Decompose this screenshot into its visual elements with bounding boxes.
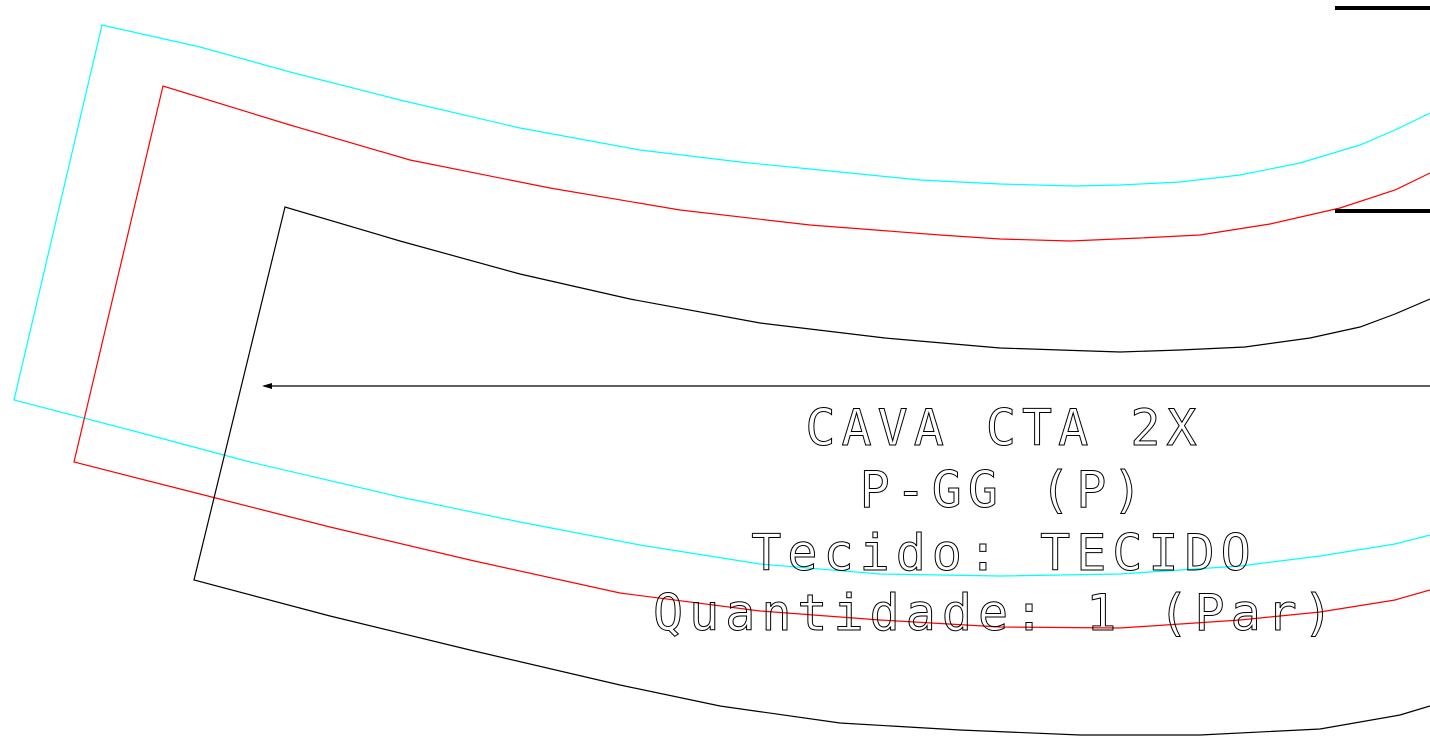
label-line-sizes: P-GG (P) <box>860 461 1149 519</box>
pattern-label: CAVA CTA 2X P-GG (P) Tecido: TECIDO Quan… <box>653 399 1339 643</box>
inner-black-outline <box>193 206 1430 736</box>
middle-red-outline <box>73 85 1430 629</box>
label-line-fabric: Tecido: TECIDO <box>751 524 1256 582</box>
outer-cyan-outline <box>13 24 1430 577</box>
grain-line-arrowhead <box>262 383 272 389</box>
label-line-quantity: Quantidade: 1 (Par) <box>653 584 1339 642</box>
label-line-piece-name: CAVA CTA 2X <box>805 399 1202 457</box>
